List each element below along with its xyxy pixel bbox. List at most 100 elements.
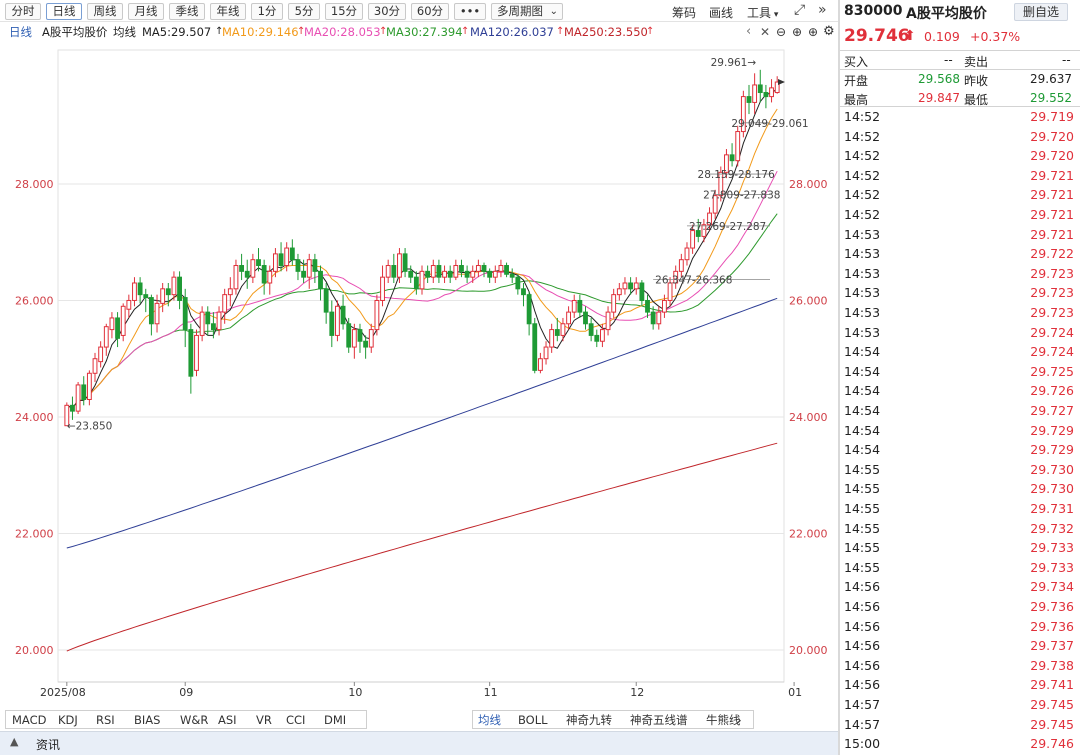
candle-body[interactable] [526,294,532,325]
candle-body[interactable] [611,294,617,313]
candle-body[interactable] [498,265,504,272]
candle-body[interactable] [566,311,571,325]
candle-body[interactable] [120,305,126,336]
indicator-tab-dmi[interactable]: DMI [324,713,347,727]
indicator-tab-macd[interactable]: MACD [12,713,47,727]
indicator-tab-cci[interactable]: CCI [286,713,306,727]
indicator-tab-asi[interactable]: ASI [218,713,237,727]
candle-body[interactable] [137,282,143,296]
period-quarterly-button[interactable]: 季线 [169,3,205,20]
candle-body[interactable] [115,317,120,339]
overlay-tab-4[interactable]: 牛熊线 [706,713,741,727]
candle-body[interactable] [385,265,391,278]
period-30min-button[interactable]: 30分 [368,3,406,20]
candle-body[interactable] [154,302,160,325]
candle-body[interactable] [239,265,245,272]
kline-chart[interactable]: 28.000 28.000 26.000 26.000 24.000 24.000 22.0… [0,42,838,708]
candle-body[interactable] [182,297,188,331]
chips-link[interactable]: 筹码 [672,6,697,20]
candle-body[interactable] [436,265,442,278]
candle-body[interactable] [442,270,447,278]
period-daily-button[interactable]: 日线 [46,3,82,20]
candle-body[interactable] [194,334,199,371]
candle-body[interactable] [295,259,301,272]
candle-body[interactable] [577,299,583,313]
candle-body[interactable] [492,270,498,278]
candle-body[interactable] [712,195,718,214]
candle-body[interactable] [425,270,431,278]
candle-body[interactable] [650,311,656,325]
candle-body[interactable] [447,270,453,278]
candle-body[interactable] [109,317,115,331]
candle-body[interactable] [323,288,329,313]
period-5min-button[interactable]: 5分 [288,3,320,20]
news-bar[interactable]: ▲ 资讯 [0,731,838,755]
candle-body[interactable] [368,329,374,348]
candle-body[interactable] [560,323,566,336]
plus-circle-icon[interactable]: ⊕ [792,25,803,39]
candle-body[interactable] [357,329,363,342]
candle-body[interactable] [312,259,318,272]
candle-body[interactable] [233,265,239,290]
candle-body[interactable] [554,329,560,336]
caret-up-icon[interactable]: ▲ [10,735,19,748]
chevron-right-icon[interactable]: › [737,713,742,727]
candle-body[interactable] [267,270,273,284]
candle-body[interactable] [318,270,323,290]
add-circle-icon[interactable]: ⊕ [808,25,819,39]
candle-body[interactable] [724,154,729,173]
candle-body[interactable] [391,265,397,278]
candle-body[interactable] [537,358,543,371]
remove-favorite-button[interactable]: 删自选 [1014,3,1068,21]
candle-body[interactable] [695,230,701,237]
fullscreen-icon[interactable]: ⤢ [794,2,806,18]
candle-body[interactable] [740,96,746,133]
candle-body[interactable] [690,230,696,249]
candle-body[interactable] [256,259,261,267]
candle-body[interactable] [199,311,205,336]
candle-body[interactable] [729,154,735,162]
candle-body[interactable] [701,224,707,237]
candle-body[interactable] [273,253,278,272]
candle-body[interactable] [521,288,526,296]
candle-body[interactable] [98,346,104,363]
candle-body[interactable] [459,265,464,272]
candle-body[interactable] [549,329,555,348]
candle-body[interactable] [216,311,222,331]
candle-body[interactable] [408,270,414,278]
candle-body[interactable] [289,247,295,261]
candle-body[interactable] [402,253,408,272]
candle-body[interactable] [227,288,233,296]
candle-body[interactable] [752,84,758,103]
candle-body[interactable] [284,247,290,267]
candle-body[interactable] [103,326,109,348]
candle-body[interactable] [504,265,509,275]
gear-icon[interactable]: ⚙ [823,24,835,39]
candle-body[interactable] [746,96,752,103]
candle-body[interactable] [351,329,357,348]
minus-circle-icon[interactable]: ⊖ [776,25,787,39]
candle-body[interactable] [165,288,171,296]
period-fenshi-button[interactable]: 分时 [5,3,41,20]
candle-body[interactable] [763,92,769,98]
candle-body[interactable] [605,311,611,331]
candle-body[interactable] [571,299,577,313]
candle-body[interactable] [515,276,521,290]
overlay-tab-3[interactable]: 神奇五线谱 [630,713,688,727]
candle-body[interactable] [594,334,600,342]
candle-body[interactable] [475,265,481,272]
tools-link[interactable]: 工具 ▾ [747,4,778,21]
candle-body[interactable] [583,311,588,325]
candle-body[interactable] [509,273,515,278]
period-60min-button[interactable]: 60分 [411,3,449,20]
candle-body[interactable] [639,282,645,301]
candle-body[interactable] [346,323,352,348]
candle-body[interactable] [278,253,284,267]
indicator-tab-vr[interactable]: VR [256,713,272,727]
indicator-tab-kdj[interactable]: KDJ [58,713,78,727]
candle-body[interactable] [329,311,335,336]
multi-period-dropdown[interactable]: 多周期图 ⌄ [491,3,563,20]
period-1min-button[interactable]: 1分 [251,3,283,20]
candle-body[interactable] [470,270,476,278]
candle-body[interactable] [210,323,216,331]
